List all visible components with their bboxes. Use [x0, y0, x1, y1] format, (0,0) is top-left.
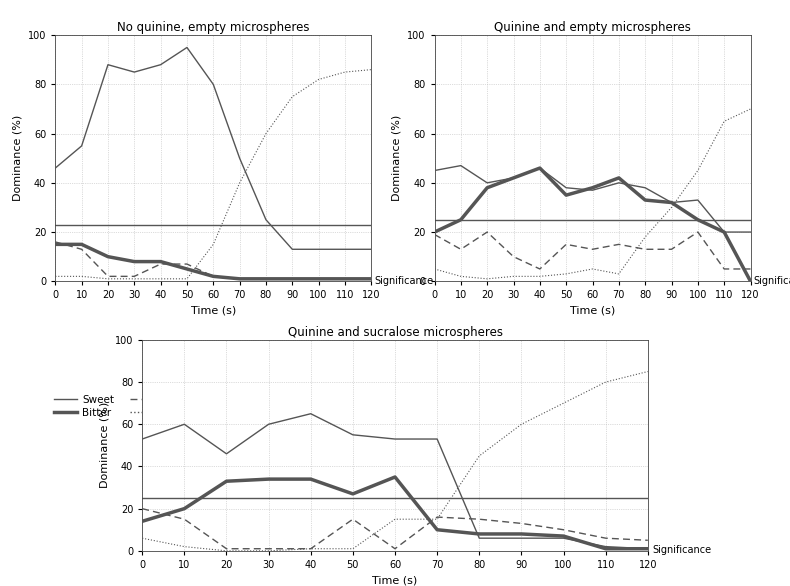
X-axis label: Time (s): Time (s)	[372, 575, 418, 585]
Y-axis label: Dominance (%): Dominance (%)	[13, 115, 22, 202]
Text: Significance: Significance	[374, 276, 434, 286]
Text: Significance: Significance	[653, 546, 712, 556]
Y-axis label: Dominance (%): Dominance (%)	[100, 402, 109, 489]
X-axis label: Time (s): Time (s)	[570, 306, 615, 316]
Legend: Sweet, Bitter, Others, No discernible taste: Sweet, Bitter, Others, No discernible ta…	[434, 395, 641, 418]
X-axis label: Time (s): Time (s)	[190, 306, 236, 316]
Text: Significance: Significance	[754, 275, 790, 285]
Title: No quinine, empty microspheres: No quinine, empty microspheres	[117, 21, 310, 34]
Text: (b): (b)	[584, 413, 601, 425]
Title: Quinine and empty microspheres: Quinine and empty microspheres	[494, 21, 691, 34]
Text: (a): (a)	[205, 413, 222, 425]
Title: Quinine and sucralose microspheres: Quinine and sucralose microspheres	[288, 326, 502, 339]
Y-axis label: Dominance (%): Dominance (%)	[392, 115, 401, 202]
Legend: Sweet, Bitter, Others, No discernible taste: Sweet, Bitter, Others, No discernible ta…	[55, 395, 262, 418]
